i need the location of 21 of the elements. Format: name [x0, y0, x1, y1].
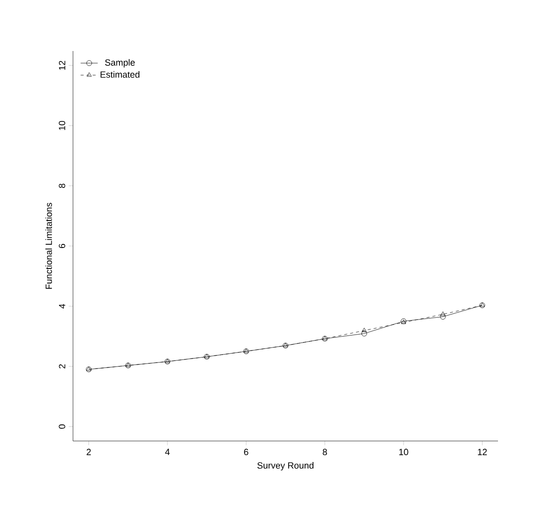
legend-label: Estimated	[100, 71, 140, 78]
point	[440, 314, 446, 320]
y-tick-label: 8	[58, 184, 66, 188]
x-tick-label: 12	[478, 448, 487, 456]
y-tick-label: 2	[58, 364, 66, 368]
y-tick-label: 0	[58, 424, 66, 429]
x-tick-label: 2	[86, 448, 91, 456]
legend-label: Sample	[105, 59, 135, 68]
y-tick-label: 10	[58, 120, 66, 130]
y-tick-label: 6	[58, 244, 66, 248]
x-tick-label: 6	[244, 448, 248, 456]
y-tick-label: 12	[58, 60, 66, 70]
y-tick-label: 4	[59, 304, 66, 308]
point	[440, 312, 446, 316]
x-tick-label: 8	[322, 448, 327, 456]
y-axis-title: Functional Limitations	[45, 202, 52, 289]
x-axis-title: Survey Round	[257, 462, 314, 470]
point	[361, 330, 368, 336]
x-tick-label: 4	[165, 448, 170, 455]
point	[362, 328, 367, 332]
x-tick-label: 10	[399, 448, 408, 456]
